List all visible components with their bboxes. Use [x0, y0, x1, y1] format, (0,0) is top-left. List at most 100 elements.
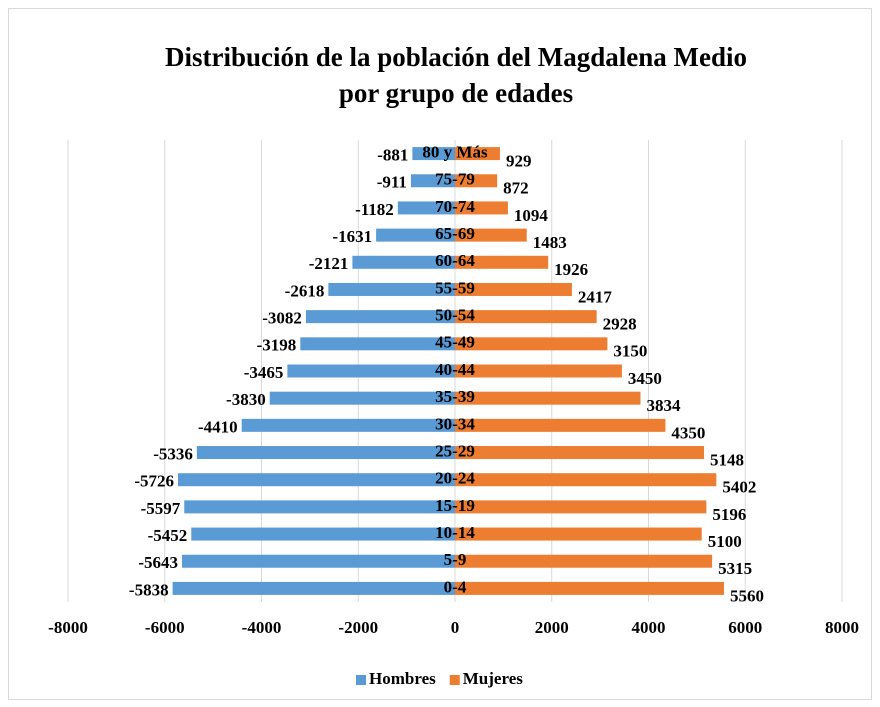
- data-label: 5315: [718, 559, 752, 578]
- data-label: -911: [377, 173, 407, 192]
- data-label: -1182: [355, 200, 394, 219]
- data-label: 3834: [646, 396, 681, 415]
- bar: [455, 147, 500, 161]
- category-label: 40-44: [435, 360, 475, 379]
- category-label: 65-69: [435, 224, 475, 243]
- data-label: 3450: [628, 369, 662, 388]
- legend-label: Mujeres: [463, 669, 523, 688]
- data-label: 4350: [671, 423, 705, 442]
- bar: [410, 174, 455, 188]
- x-tick-label: 6000: [728, 618, 762, 637]
- category-label: 5-9: [444, 550, 467, 569]
- bar: [455, 473, 717, 487]
- data-label: -3465: [244, 363, 284, 382]
- data-label: 5560: [730, 586, 764, 605]
- bar: [455, 446, 705, 460]
- bar: [455, 282, 572, 296]
- data-label: 872: [503, 179, 528, 198]
- data-label: 5196: [712, 505, 746, 524]
- data-label: -5838: [129, 580, 169, 599]
- x-tick-label: -2000: [338, 618, 378, 637]
- category-label: 80 y Más: [422, 142, 488, 161]
- bar: [376, 228, 455, 242]
- data-label: 1094: [514, 206, 549, 225]
- bar: [178, 473, 455, 487]
- bar: [269, 391, 455, 405]
- x-tick-label: -6000: [145, 618, 185, 637]
- bar: [455, 228, 527, 242]
- data-label: -3082: [262, 309, 302, 328]
- category-label: 70-74: [435, 197, 475, 216]
- legend-swatch: [356, 675, 366, 685]
- x-tick-label: 2000: [535, 618, 569, 637]
- x-tick-label: -4000: [242, 618, 282, 637]
- category-label: 30-34: [435, 414, 475, 433]
- bar: [455, 391, 641, 405]
- category-label: 45-49: [435, 333, 475, 352]
- category-label: 25-29: [435, 441, 475, 460]
- data-label: -5336: [153, 444, 193, 463]
- data-label: 2417: [578, 287, 613, 306]
- bar: [455, 310, 597, 324]
- legend-label: Hombres: [369, 669, 436, 688]
- bar: [455, 201, 508, 215]
- legend-swatch: [449, 675, 460, 685]
- bar: [455, 364, 622, 378]
- x-tick-label: 0: [451, 618, 460, 637]
- data-label: 5100: [708, 532, 742, 551]
- x-tick-label: -8000: [48, 618, 88, 637]
- bar: [328, 282, 455, 296]
- data-label: 1926: [554, 260, 588, 279]
- data-label: -2618: [285, 281, 325, 300]
- bar: [412, 147, 455, 161]
- category-label: 20-24: [435, 469, 475, 488]
- data-label: 5148: [710, 450, 744, 469]
- category-label: 50-54: [435, 306, 475, 325]
- data-label: 1483: [533, 233, 567, 252]
- bar: [191, 527, 455, 541]
- bar: [455, 500, 707, 514]
- category-label: 10-14: [435, 523, 475, 542]
- bar: [455, 527, 702, 541]
- bar: [455, 418, 666, 432]
- data-label: 2928: [603, 315, 637, 334]
- data-label: -5726: [134, 472, 174, 491]
- x-tick-label: 4000: [632, 618, 666, 637]
- data-label: -5643: [138, 553, 178, 572]
- bar: [172, 581, 456, 595]
- bar: [455, 255, 549, 269]
- bar: [397, 201, 455, 215]
- data-label: 3150: [613, 342, 647, 361]
- bar: [287, 364, 455, 378]
- data-label: -3198: [257, 336, 297, 355]
- data-label: -881: [377, 145, 408, 164]
- chart-title: Distribución de la población del Magdale…: [165, 42, 747, 72]
- bar: [352, 255, 455, 269]
- category-label: 60-64: [435, 251, 475, 270]
- category-label: 15-19: [435, 496, 475, 515]
- bar: [305, 310, 455, 324]
- data-label: 5402: [722, 478, 756, 497]
- data-label: -5452: [148, 526, 188, 545]
- data-label: -3830: [226, 390, 266, 409]
- bar: [182, 554, 455, 568]
- bar: [455, 581, 724, 595]
- bar: [241, 418, 455, 432]
- category-label: 35-39: [435, 387, 475, 406]
- bar: [455, 337, 608, 351]
- bar: [455, 174, 498, 188]
- data-label: -2121: [309, 254, 349, 273]
- data-label: 929: [506, 151, 532, 170]
- data-label: -1631: [332, 227, 372, 246]
- chart-title: por grupo de edades: [339, 78, 573, 108]
- bar: [184, 500, 456, 514]
- data-label: -5597: [141, 499, 181, 518]
- data-label: -4410: [198, 417, 238, 436]
- bar: [455, 554, 713, 568]
- category-label: 0-4: [444, 577, 467, 596]
- category-label: 75-79: [435, 170, 475, 189]
- bar: [196, 446, 455, 460]
- bar: [300, 337, 455, 351]
- x-tick-label: 8000: [825, 618, 859, 637]
